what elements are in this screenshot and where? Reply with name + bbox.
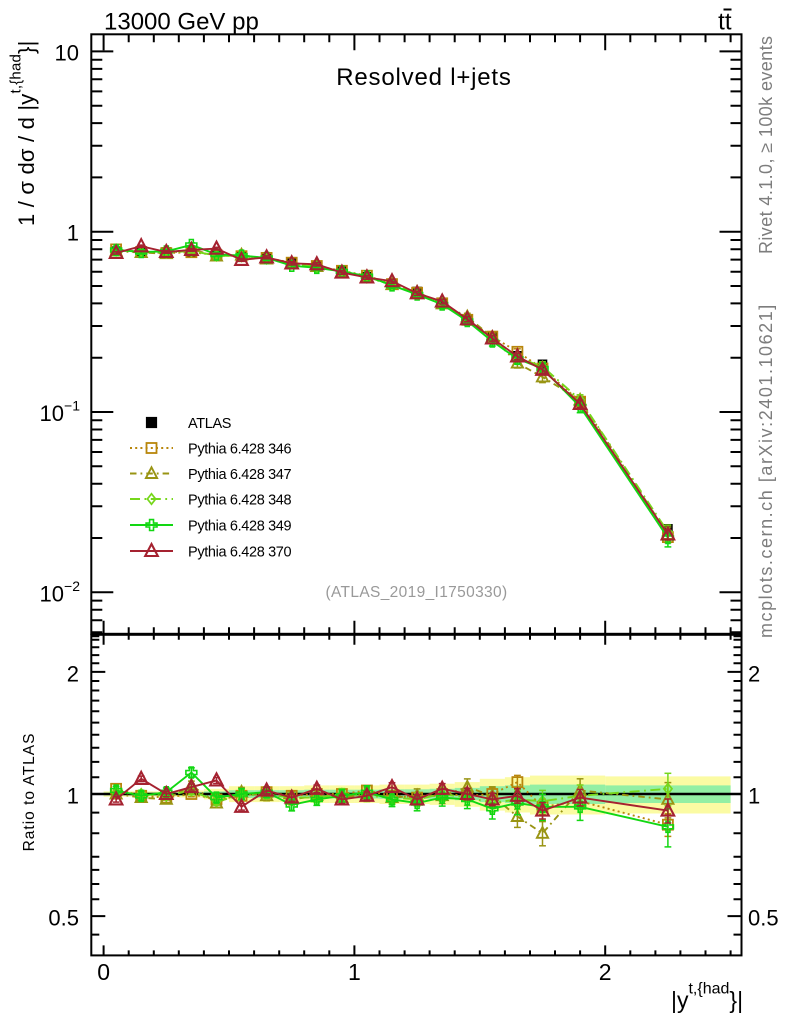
svg-text:10: 10: [55, 40, 79, 65]
svg-text:13000 GeV pp: 13000 GeV pp: [104, 9, 259, 36]
svg-text:Ratio to ATLAS: Ratio to ATLAS: [21, 733, 38, 852]
svg-text:2: 2: [67, 661, 79, 686]
svg-text:mcplots.cern.ch [arXiv:2401.10: mcplots.cern.ch [arXiv:2401.10621]: [756, 303, 776, 638]
svg-text:(ATLAS_2019_I1750330): (ATLAS_2019_I1750330): [326, 584, 508, 601]
svg-text:1: 1: [748, 784, 760, 809]
svg-text:0: 0: [97, 959, 110, 985]
svg-text:1: 1: [67, 221, 79, 246]
svg-text:2: 2: [599, 959, 612, 985]
svg-text:Pythia 6.428 349: Pythia 6.428 349: [188, 519, 292, 535]
svg-text:Pythia 6.428 370: Pythia 6.428 370: [188, 545, 292, 561]
svg-text:Resolved l+jets: Resolved l+jets: [336, 64, 511, 91]
svg-text:0.5: 0.5: [48, 906, 79, 931]
svg-text:Pythia 6.428 348: Pythia 6.428 348: [188, 493, 292, 509]
svg-text:Rivet 4.1.0, ≥ 100k events: Rivet 4.1.0, ≥ 100k events: [756, 36, 776, 254]
svg-text:2: 2: [748, 661, 760, 686]
svg-text:Pythia 6.428 347: Pythia 6.428 347: [188, 467, 292, 483]
svg-text:tt: tt: [718, 9, 732, 36]
svg-text:1: 1: [67, 784, 79, 809]
svg-text:ATLAS: ATLAS: [188, 416, 231, 432]
svg-text:10−1: 10−1: [40, 398, 81, 427]
svg-text:0.5: 0.5: [748, 906, 779, 931]
svg-text:Pythia 6.428 346: Pythia 6.428 346: [188, 442, 292, 458]
svg-text:1: 1: [348, 959, 361, 985]
